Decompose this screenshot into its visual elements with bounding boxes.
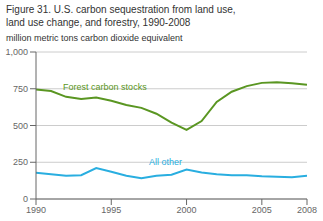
html-text:million metric tons carbon dio: million metric tons carbon dioxide equiv… (6, 33, 183, 43)
svg-text:1990: 1990 (26, 205, 46, 215)
svg-text:Forest carbon stocks: Forest carbon stocks (63, 82, 147, 92)
svg-text:1995: 1995 (101, 205, 121, 215)
svg-text:750: 750 (13, 84, 28, 94)
svg-text:2000: 2000 (177, 205, 197, 215)
svg-text:250: 250 (13, 157, 28, 167)
svg-text:500: 500 (13, 121, 28, 131)
svg-text:2008: 2008 (297, 205, 315, 215)
html-text:Figure 31. U.S. carbon sequest: Figure 31. U.S. carbon sequestration fro… (6, 4, 236, 15)
svg-text:0: 0 (23, 194, 28, 204)
html-text:land use change, and forestry,: land use change, and forestry, 1990-2008 (6, 17, 191, 28)
svg-text:All other: All other (149, 157, 182, 167)
svg-text:1,000: 1,000 (8, 47, 28, 57)
svg-text:2005: 2005 (252, 205, 272, 215)
